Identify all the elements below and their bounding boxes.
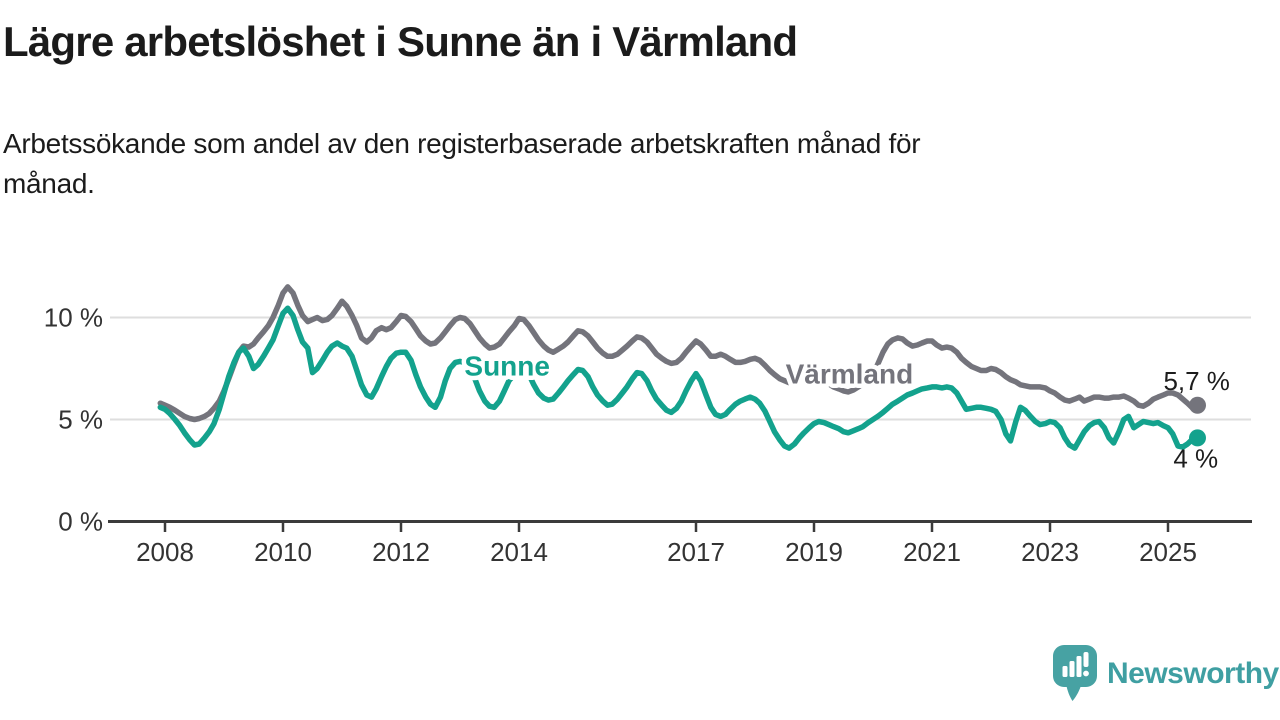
x-tick-label-2023: 2023 xyxy=(1021,537,1079,567)
annotation-sunne-end-value: 4 % xyxy=(1173,443,1218,473)
x-tick-label-2017: 2017 xyxy=(667,537,725,567)
x-tick-label-2021: 2021 xyxy=(903,537,961,567)
chart-subtitle-line-1: Arbetssökande som andel av den registerb… xyxy=(3,128,921,159)
y-tick-label-5-percent: 5 % xyxy=(58,405,103,435)
y-tick-label-0-percent: 0 % xyxy=(58,507,103,537)
series-label-varmland: Värmland xyxy=(786,359,914,390)
page-title: Lägre arbetslöshet i Sunne än i Värmland xyxy=(3,18,798,65)
x-tick-label-2025: 2025 xyxy=(1139,537,1197,567)
x-tick-label-2014: 2014 xyxy=(490,537,548,567)
chart-subtitle-line-2: månad. xyxy=(3,168,95,199)
brand-name: Newsworthy xyxy=(1107,657,1279,690)
annotation-varmland-end-value: 5,7 % xyxy=(1163,366,1230,396)
series-end-dot-varmland xyxy=(1189,396,1206,414)
newsworthy-bubble-chart-icon xyxy=(1053,645,1097,701)
x-tick-label-2010: 2010 xyxy=(254,537,312,567)
x-tick-label-2012: 2012 xyxy=(372,537,430,567)
series-line-sunne xyxy=(157,305,1201,451)
newsworthy-logo: Newsworthy xyxy=(1053,645,1279,703)
chart-subtitle: Arbetssökande som andel av den registerb… xyxy=(3,124,921,204)
x-tick-label-2019: 2019 xyxy=(785,537,843,567)
series-label-sunne: Sunne xyxy=(464,350,550,381)
series-line-varmland xyxy=(157,284,1201,423)
y-tick-label-10-percent: 10 % xyxy=(44,303,103,333)
x-tick-label-2008: 2008 xyxy=(136,537,194,567)
series-end-dot-sunne xyxy=(1189,429,1206,447)
